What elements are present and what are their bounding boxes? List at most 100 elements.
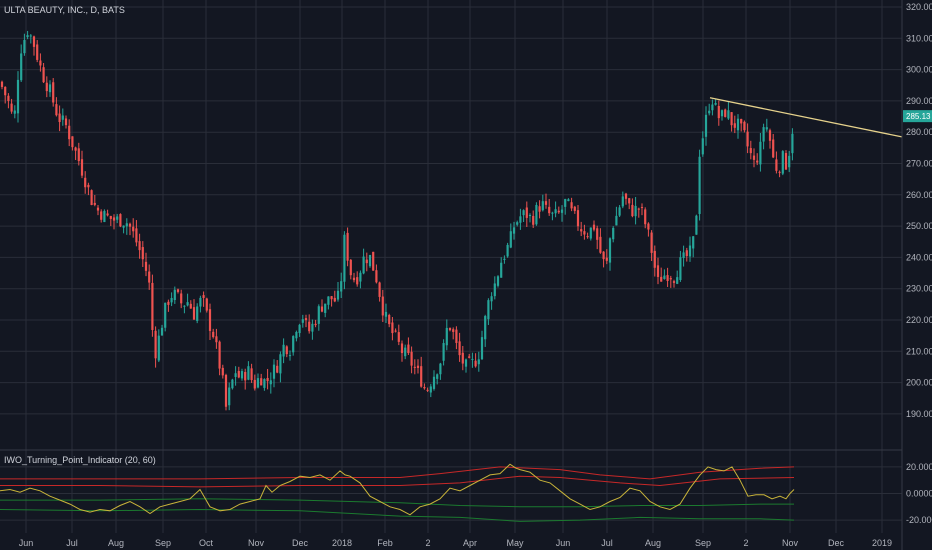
candle-body [458,341,461,356]
candle-body [375,270,378,283]
candle-body [528,214,532,216]
candle-body [276,365,279,373]
candle-body [394,330,397,332]
candle-body [23,40,26,54]
candle-body [304,318,308,321]
candle-body [397,332,400,342]
candle-body [484,316,487,340]
candle-body [87,184,90,188]
price-axis[interactable]: 320.00 310.00 300.00 290.00 280.00 270.00 260.… [903,2,932,419]
candle-body [234,373,237,377]
candle-body [100,211,103,220]
candle-body [701,138,704,155]
y-tick-label: 250.00 [906,221,932,231]
candle-body [621,196,624,207]
candle-body [615,215,618,226]
candle-body [400,343,404,354]
candles [0,30,794,411]
candle-body [282,344,285,357]
y-tick-label: 320.00 [906,2,932,12]
trendline-layer[interactable] [709,97,903,138]
last-price-badge [903,110,932,123]
candle-body [493,283,496,297]
candle-body [512,227,516,234]
upper-outer-band [0,466,795,480]
candle-body [720,110,724,117]
candle-body [36,44,39,60]
candle-body [138,241,141,251]
candle-body [144,261,148,271]
indicator-tick-label: 20.0000 [906,462,932,472]
candle-body [160,327,164,336]
candle-body [208,309,212,331]
candle-body [519,216,522,223]
x-tick-label: 2019 [872,538,892,548]
candle-body [650,232,653,253]
y-tick-label: 220.00 [906,315,932,325]
candle-body [240,371,244,379]
y-tick-label: 290.00 [906,96,932,106]
candle-body [384,311,388,317]
candle-body [487,300,490,320]
x-tick-label: Jun [19,538,34,548]
x-tick-label: Apr [463,538,477,548]
candle-body [404,347,407,357]
candle-body [13,110,16,114]
lower-inner-band [0,498,794,508]
candle-body [455,329,458,343]
candle-body [327,296,330,305]
candle-body [682,252,685,259]
candle-body [426,389,429,391]
resistance-trendline[interactable] [709,97,903,138]
candle-body [64,118,68,126]
candle-body [538,206,541,212]
candle-body [132,226,135,232]
candle-body [727,110,730,119]
candle-body [189,303,192,309]
candle-body [583,231,586,235]
candle-body [714,102,717,105]
x-tick-label: Aug [108,538,124,548]
time-axis[interactable]: Jun Jul Aug Sep Oct Nov Dec 2018 Feb 2 Apr May Jun Ju… [19,538,892,548]
candle-body [608,238,612,263]
indicator-pane[interactable]: 20.0000 0.0000 -20.0000 [0,462,932,525]
candle-body [266,377,269,382]
candle-body [10,103,13,112]
candle-body [749,148,752,154]
candle-body [84,177,87,188]
candle-body [320,306,324,312]
x-tick-label: Dec [292,538,309,548]
candle-body [634,205,637,217]
candle-body [256,378,260,388]
x-tick-label: Jul [601,538,613,548]
candle-body [423,386,426,389]
candle-body [48,84,52,93]
candle-body [148,271,151,283]
candle-body [711,104,714,111]
candle-body [442,343,445,361]
y-tick-label: 230.00 [906,284,932,294]
candle-body [26,35,29,37]
candle-body [496,276,500,286]
candle-body [77,148,80,162]
candle-body [356,277,359,285]
candle-body [263,379,266,388]
candle-body [279,354,282,374]
candle-body [480,337,484,360]
y-tick-label: 240.00 [906,252,932,262]
candle-body [464,359,468,367]
candle-body [192,307,196,320]
candle-body [330,296,333,300]
candle-body [109,215,112,219]
candle-body [500,262,503,278]
candle-body [288,355,292,357]
candle-body [762,127,765,142]
grid-lines [0,0,902,533]
candle-body [474,360,477,367]
candle-body [272,364,276,379]
candle-body [679,257,682,280]
candle-body [93,202,96,205]
candle-body [570,202,573,209]
